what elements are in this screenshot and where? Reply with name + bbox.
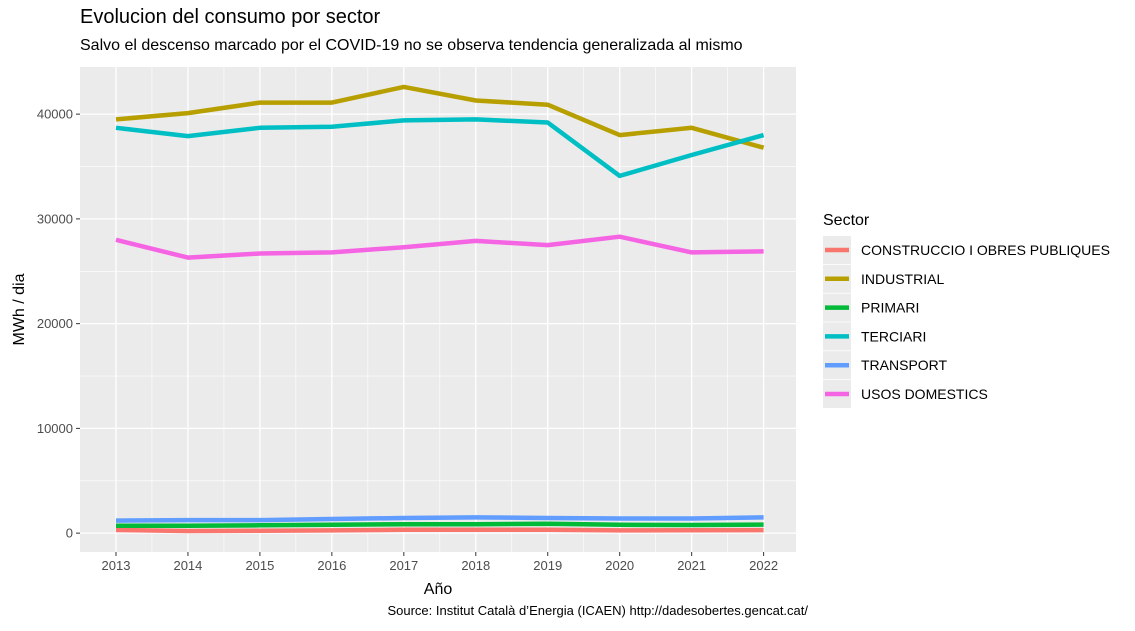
legend-label: TERCIARI — [861, 328, 926, 344]
y-tick-label: 30000 — [37, 211, 73, 226]
legend-title: Sector — [823, 212, 870, 229]
y-tick-label: 20000 — [37, 316, 73, 331]
chart-title: Evolucion del consumo por sector — [80, 6, 381, 28]
series-line-0 — [115, 527, 764, 534]
series-line-2 — [116, 521, 764, 529]
series-line-3 — [115, 117, 765, 179]
legend-label: INDUSTRIAL — [861, 271, 944, 287]
series-line-1 — [115, 84, 765, 150]
x-tick-label: 2016 — [317, 558, 346, 573]
legend-label: CONSTRUCCIO I OBRES PUBLIQUES — [861, 242, 1110, 258]
x-tick-label: 2019 — [533, 558, 562, 573]
chart-subtitle: Salvo el descenso marcado por el COVID-1… — [80, 37, 743, 54]
y-tick-label: 40000 — [37, 107, 73, 122]
x-tick-label: 2022 — [749, 558, 778, 573]
series-line-4 — [115, 515, 764, 523]
x-tick-label: 2018 — [461, 558, 490, 573]
legend-label: TRANSPORT — [861, 357, 948, 373]
y-axis-title: MWh / dia — [11, 273, 28, 345]
y-tick-label: 10000 — [37, 421, 73, 436]
chart-caption: Source: Institut Català d’Energia (ICAEN… — [387, 603, 808, 618]
x-axis-title: Año — [424, 581, 453, 598]
series-line-5 — [115, 234, 764, 260]
x-tick-label: 2017 — [389, 558, 418, 573]
x-tick-label: 2014 — [173, 558, 202, 573]
x-tick-label: 2021 — [677, 558, 706, 573]
legend-label: USOS DOMESTICS — [861, 386, 988, 402]
y-tick-label: 0 — [66, 526, 73, 541]
plot-panel — [80, 67, 796, 552]
legend-label: PRIMARI — [861, 300, 919, 316]
x-tick-label: 2015 — [245, 558, 274, 573]
x-tick-label: 2020 — [605, 558, 634, 573]
x-tick-label: 2013 — [102, 558, 131, 573]
